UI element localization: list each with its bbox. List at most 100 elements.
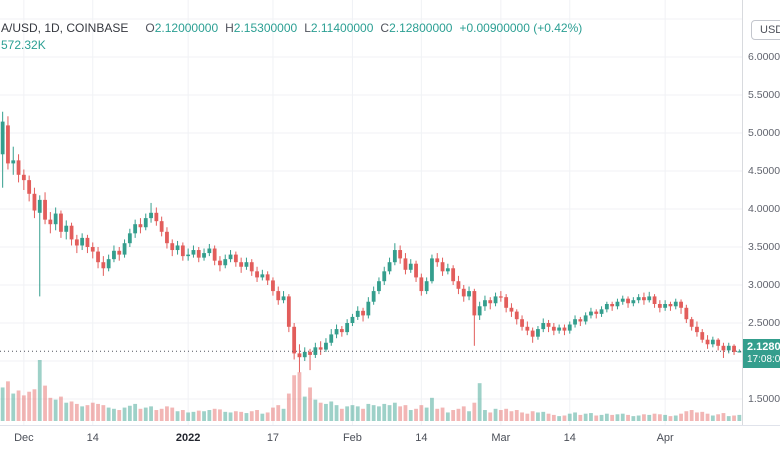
candle-body: [382, 271, 387, 282]
candle-body: [223, 259, 228, 266]
volume-bar: [143, 407, 148, 421]
candle-body: [175, 245, 180, 251]
volume-bar: [488, 412, 493, 421]
close-label: C: [380, 21, 390, 35]
candle-body: [430, 258, 434, 282]
volume-bar: [695, 412, 699, 421]
candle-body: [11, 160, 16, 164]
volume-bar: [329, 401, 334, 421]
volume-bar: [191, 411, 196, 421]
candle-body: [403, 258, 408, 270]
candle-body: [642, 297, 646, 301]
volume-bar: [212, 408, 217, 421]
volume-bar: [218, 409, 222, 421]
symbol-title: A/USD, 1D, COINBASE: [1, 21, 129, 35]
volume-bar: [21, 395, 26, 421]
volume-bar: [43, 385, 47, 421]
candle-body: [149, 212, 153, 219]
time-axis-label: 14: [563, 432, 576, 444]
volume-bar: [498, 410, 503, 421]
volume-bar: [361, 408, 365, 421]
volume-bar: [520, 412, 524, 421]
volume-bar: [186, 412, 191, 421]
candle-body: [212, 248, 217, 261]
candle-body: [377, 281, 381, 292]
candle-body: [488, 300, 493, 304]
volume-bar: [737, 414, 742, 421]
volume-bar: [445, 412, 450, 421]
candle-body: [514, 311, 519, 320]
price-axis[interactable]: USD 6.00000 5.50000 5.00000 4.50000 4.00000 3…: [742, 0, 780, 425]
volume-bar: [96, 403, 100, 421]
volume-bar: [430, 397, 434, 421]
candle-body: [117, 250, 122, 255]
currency-toggle-button[interactable]: USD: [751, 20, 780, 40]
volume-bar: [233, 411, 238, 421]
close-value: 2.12800000: [389, 21, 453, 35]
candle-body: [112, 250, 116, 260]
volume-bar: [451, 410, 456, 421]
candle-body: [673, 301, 678, 307]
candle-body: [16, 160, 21, 175]
candle-body: [536, 329, 540, 337]
candle-body: [700, 332, 705, 340]
volume-bar: [578, 414, 583, 421]
volume-bar: [398, 406, 403, 421]
candle-body: [626, 298, 630, 304]
volume-bar: [419, 405, 424, 421]
candle-body: [498, 296, 503, 298]
volume-bar: [122, 407, 127, 421]
candle-body: [186, 254, 191, 257]
candle-body: [546, 323, 551, 327]
candle-body: [53, 213, 58, 225]
candlestick-chart[interactable]: [0, 0, 742, 425]
volume-bar: [657, 414, 662, 421]
candle-body: [589, 311, 593, 316]
candle-body: [419, 277, 424, 292]
price-axis-label: 6.00000: [748, 51, 780, 63]
volume-bar: [493, 408, 498, 421]
volume-bar: [668, 416, 673, 421]
candle-body: [297, 353, 302, 358]
candle-body: [663, 304, 668, 308]
volume-bar: [705, 413, 710, 421]
candle-body: [440, 262, 445, 272]
candle-body: [48, 219, 53, 225]
volume-bar: [255, 410, 259, 421]
chart-pane[interactable]: [0, 0, 742, 425]
volume-legend: 572.32K: [1, 38, 46, 52]
candle-body: [43, 199, 47, 220]
volume-bar: [583, 413, 588, 421]
volume-bar: [80, 406, 85, 421]
candle-body: [620, 298, 625, 302]
candle-body: [276, 291, 281, 301]
volume-bar: [599, 414, 604, 421]
candle-body: [408, 263, 413, 270]
volume-bar: [59, 396, 63, 421]
candle-body: [541, 323, 546, 330]
volume-bar: [726, 416, 731, 421]
candle-body: [392, 250, 397, 263]
candle-body: [345, 323, 350, 333]
candle-body: [143, 218, 148, 228]
volume-bar: [716, 414, 721, 421]
candle-body: [366, 301, 371, 316]
candle-body: [424, 281, 429, 292]
volume-bar: [165, 406, 169, 421]
volume-bar: [286, 393, 291, 421]
volume-bar: [536, 412, 540, 421]
volume-bar: [32, 389, 37, 421]
time-axis-label: Apr: [656, 432, 674, 444]
volume-bar: [196, 410, 201, 421]
volume-bar: [366, 403, 371, 421]
price-axis-label: 3.00000: [748, 279, 780, 291]
volume-bar: [610, 414, 615, 421]
volume-bar: [557, 416, 562, 421]
volume-bar: [525, 413, 530, 421]
candle-body: [202, 253, 206, 258]
symbol-legend: A/USD, 1D, COINBASE O2.12000000 H2.1530000…: [1, 21, 582, 35]
candle-body: [286, 296, 291, 327]
candle-body: [334, 329, 339, 335]
candle-body: [96, 251, 100, 263]
